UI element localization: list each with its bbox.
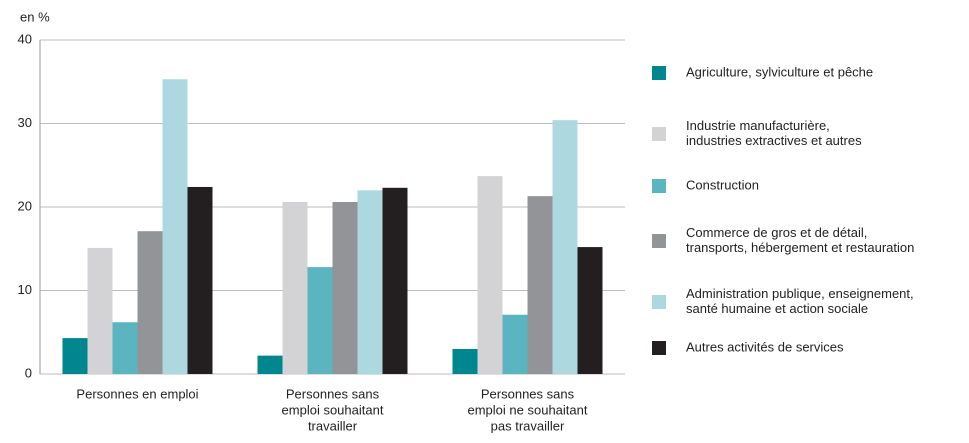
- legend-swatch: [652, 234, 666, 248]
- bar: [477, 176, 503, 374]
- x-tick-label: emploi souhaitant: [282, 402, 384, 417]
- legend-label: industries extractives et autres: [686, 133, 862, 148]
- bar: [357, 190, 383, 374]
- bar: [112, 322, 138, 374]
- legend-label: Autres activités de services: [686, 339, 844, 354]
- bar: [577, 247, 603, 374]
- bar: [257, 355, 283, 374]
- y-tick-label: 30: [18, 115, 32, 130]
- bar: [87, 247, 113, 374]
- x-tick-label: emploi ne souhaitant: [468, 402, 588, 417]
- legend-label: transports, hébergement et restauration: [686, 240, 914, 255]
- legend-label: Administration publique, enseignement,: [686, 286, 914, 301]
- bar: [382, 187, 408, 374]
- x-tick-label: Personnes en emploi: [76, 386, 198, 401]
- legend-label: santé humaine et action sociale: [686, 301, 868, 316]
- legend-label: Agriculture, sylviculture et pêche: [686, 64, 873, 79]
- y-axis-label: en %: [20, 9, 50, 24]
- y-tick-label: 20: [18, 198, 32, 213]
- bar: [62, 338, 88, 374]
- legend-swatch: [652, 341, 666, 355]
- x-tick-label: pas travailler: [491, 418, 565, 433]
- bar: [137, 231, 163, 374]
- bar: [527, 196, 553, 374]
- x-tick-label: Personnes sans: [286, 386, 380, 401]
- legend-swatch: [652, 127, 666, 141]
- legend-label: Construction: [686, 177, 759, 192]
- bar: [187, 186, 213, 374]
- legend-swatch: [652, 295, 666, 309]
- legend-swatch: [652, 66, 666, 80]
- y-tick-label: 40: [18, 31, 32, 46]
- legend-swatch: [652, 179, 666, 193]
- y-tick-label: 0: [25, 365, 32, 380]
- bar: [282, 201, 308, 374]
- bar: [307, 267, 333, 374]
- legend-label: Industrie manufacturière,: [686, 118, 830, 133]
- y-tick-label: 10: [18, 282, 32, 297]
- x-tick-label: travailler: [308, 418, 358, 433]
- bar: [162, 79, 188, 375]
- bar: [332, 201, 358, 374]
- bar: [552, 120, 578, 374]
- legend-label: Commerce de gros et de détail,: [686, 225, 867, 240]
- bar: [452, 348, 478, 374]
- bar: [502, 314, 528, 374]
- x-tick-label: Personnes sans: [481, 386, 575, 401]
